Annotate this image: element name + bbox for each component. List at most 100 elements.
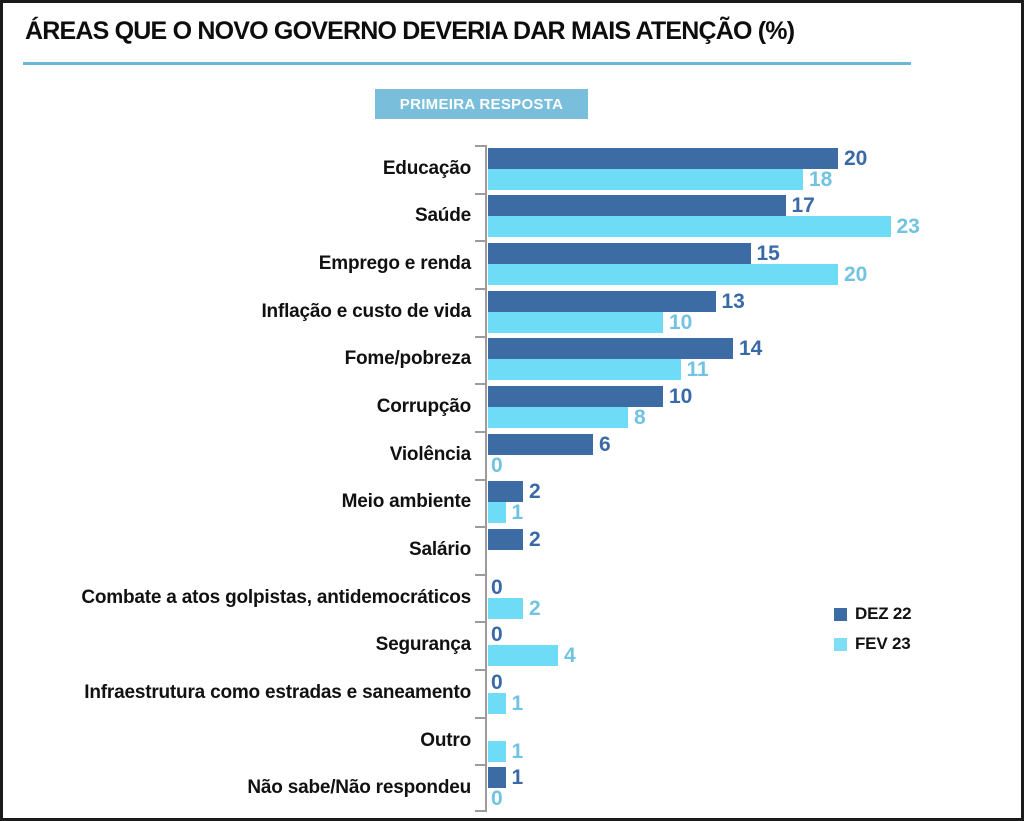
- bar-fev23: [488, 359, 681, 381]
- category-axis-line: [485, 145, 487, 812]
- axis-tick: [475, 764, 485, 767]
- value-label-dez22: 10: [669, 385, 693, 408]
- value-label-dez22: 15: [756, 242, 780, 266]
- value-label-dez22: 13: [721, 289, 745, 313]
- axis-tick: [475, 526, 485, 529]
- category-label: Fome/pobreza: [344, 348, 472, 370]
- axis-tick: [475, 287, 485, 290]
- value-label-fev23: 20: [844, 263, 868, 287]
- legend-swatch-icon: [834, 607, 847, 621]
- bar-dez22: [488, 386, 663, 407]
- axis-tick: [475, 430, 485, 433]
- bar-fev23: [488, 740, 506, 762]
- category-label: Inflação e custo de vida: [261, 300, 471, 322]
- axis-tick: [475, 335, 485, 338]
- category-bars: 1: [488, 717, 1008, 765]
- value-label-fev23: 11: [686, 358, 709, 382]
- category-bars: 17 23: [488, 193, 1008, 241]
- category-row-8: Meio ambiente 2 1: [3, 479, 1021, 527]
- bar-fev23: [488, 692, 506, 714]
- category-label: Outro: [420, 729, 471, 751]
- chart-legend: DEZ 22 FEV 23: [834, 599, 912, 659]
- category-row-4: Inflação e custo de vida 13 10: [3, 288, 1021, 336]
- bar-fev23: [488, 216, 891, 238]
- legend-label: FEV 23: [855, 634, 911, 653]
- category-label: Infraestrutura como estradas e saneament…: [84, 681, 471, 703]
- legend-swatch-icon: [834, 637, 847, 651]
- category-label: Segurança: [375, 634, 472, 656]
- category-bars: 13 10: [488, 288, 1008, 336]
- category-row-13: Outro 1: [3, 717, 1021, 765]
- bar-fev23: [488, 597, 523, 619]
- value-label-fev23: 1: [511, 739, 524, 763]
- bar-dez22: [488, 528, 523, 550]
- axis-tick: [475, 383, 485, 386]
- value-label-fev23: 23: [896, 215, 920, 239]
- axis-tick: [475, 240, 485, 243]
- category-label: Não sabe/Não respondeu: [247, 777, 471, 799]
- bar-fev23: [488, 407, 628, 428]
- legend-label: DEZ 22: [855, 604, 912, 623]
- legend-item-dez22: DEZ 22: [834, 599, 912, 629]
- value-label-fev23: 1: [511, 691, 524, 715]
- bar-dez22: [488, 767, 506, 789]
- axis-tick: [475, 669, 485, 672]
- category-label: Violência: [389, 443, 471, 465]
- bar-fev23: [488, 264, 838, 286]
- category-bars: 2: [488, 526, 1008, 574]
- category-row-3: Emprego e renda 15 20: [3, 240, 1021, 288]
- value-label-dez22: 0: [491, 670, 503, 694]
- value-label-dez22: 2: [529, 527, 541, 551]
- bar-dez22: [488, 147, 838, 169]
- legend-item-fev23: FEV 23: [834, 629, 911, 659]
- axis-tick: [475, 716, 485, 719]
- axis-tick: [475, 145, 485, 147]
- category-row-9: Salário 2: [3, 526, 1021, 574]
- value-label-dez22: 20: [844, 146, 868, 170]
- value-label-dez22: 0: [491, 623, 503, 647]
- category-row-10: Combate a atos golpistas, antidemocrátic…: [3, 574, 1021, 622]
- bar-dez22: [488, 195, 786, 217]
- bar-fev23: [488, 502, 506, 524]
- value-label-fev23: 0: [491, 453, 503, 477]
- category-label: Corrupção: [376, 396, 471, 417]
- category-label: Emprego e renda: [318, 253, 471, 275]
- axis-tick: [475, 192, 485, 195]
- category-bars: 20 18: [488, 145, 1008, 193]
- category-row-1: Educação 20 18: [3, 145, 1021, 193]
- value-label-fev23: 18: [809, 167, 833, 191]
- category-bars: 10 8: [488, 383, 1008, 431]
- bar-dez22: [488, 433, 593, 455]
- axis-tick: [475, 573, 485, 576]
- value-label-fev23: 0: [491, 787, 503, 811]
- category-row-5: Fome/pobreza 14 11: [3, 336, 1021, 384]
- bar-chart: Educação 20 18 Saúde 17 23 Emprego e renda 15 20…: [3, 145, 1021, 812]
- axis-tick: [475, 621, 485, 624]
- category-row-11: Segurança 0 4: [3, 621, 1021, 669]
- category-row-14: Não sabe/Não respondeu 1 0: [3, 764, 1021, 812]
- value-label-dez22: 2: [529, 480, 541, 504]
- category-label: Meio ambiente: [341, 491, 472, 513]
- value-label-dez22: 14: [739, 337, 763, 361]
- value-label-fev23: 2: [529, 596, 541, 620]
- axis-tick: [475, 478, 485, 481]
- category-label: Combate a atos golpistas, antidemocrátic…: [81, 586, 471, 608]
- category-row-2: Saúde 17 23: [3, 193, 1021, 241]
- value-label-dez22: 6: [599, 432, 611, 456]
- category-label: Salário: [409, 538, 471, 560]
- bar-dez22: [488, 290, 716, 312]
- category-label: Saúde: [414, 205, 471, 227]
- category-label: Educação: [382, 157, 471, 179]
- value-label-dez22: 17: [791, 194, 815, 218]
- bar-fev23: [488, 645, 558, 667]
- bar-dez22: [488, 481, 523, 503]
- title-underline: [23, 62, 911, 65]
- category-row-12: Infraestrutura como estradas e saneament…: [3, 669, 1021, 717]
- category-bars: 14 11: [488, 336, 1008, 384]
- first-response-badge: PRIMEIRA RESPOSTA: [375, 89, 588, 119]
